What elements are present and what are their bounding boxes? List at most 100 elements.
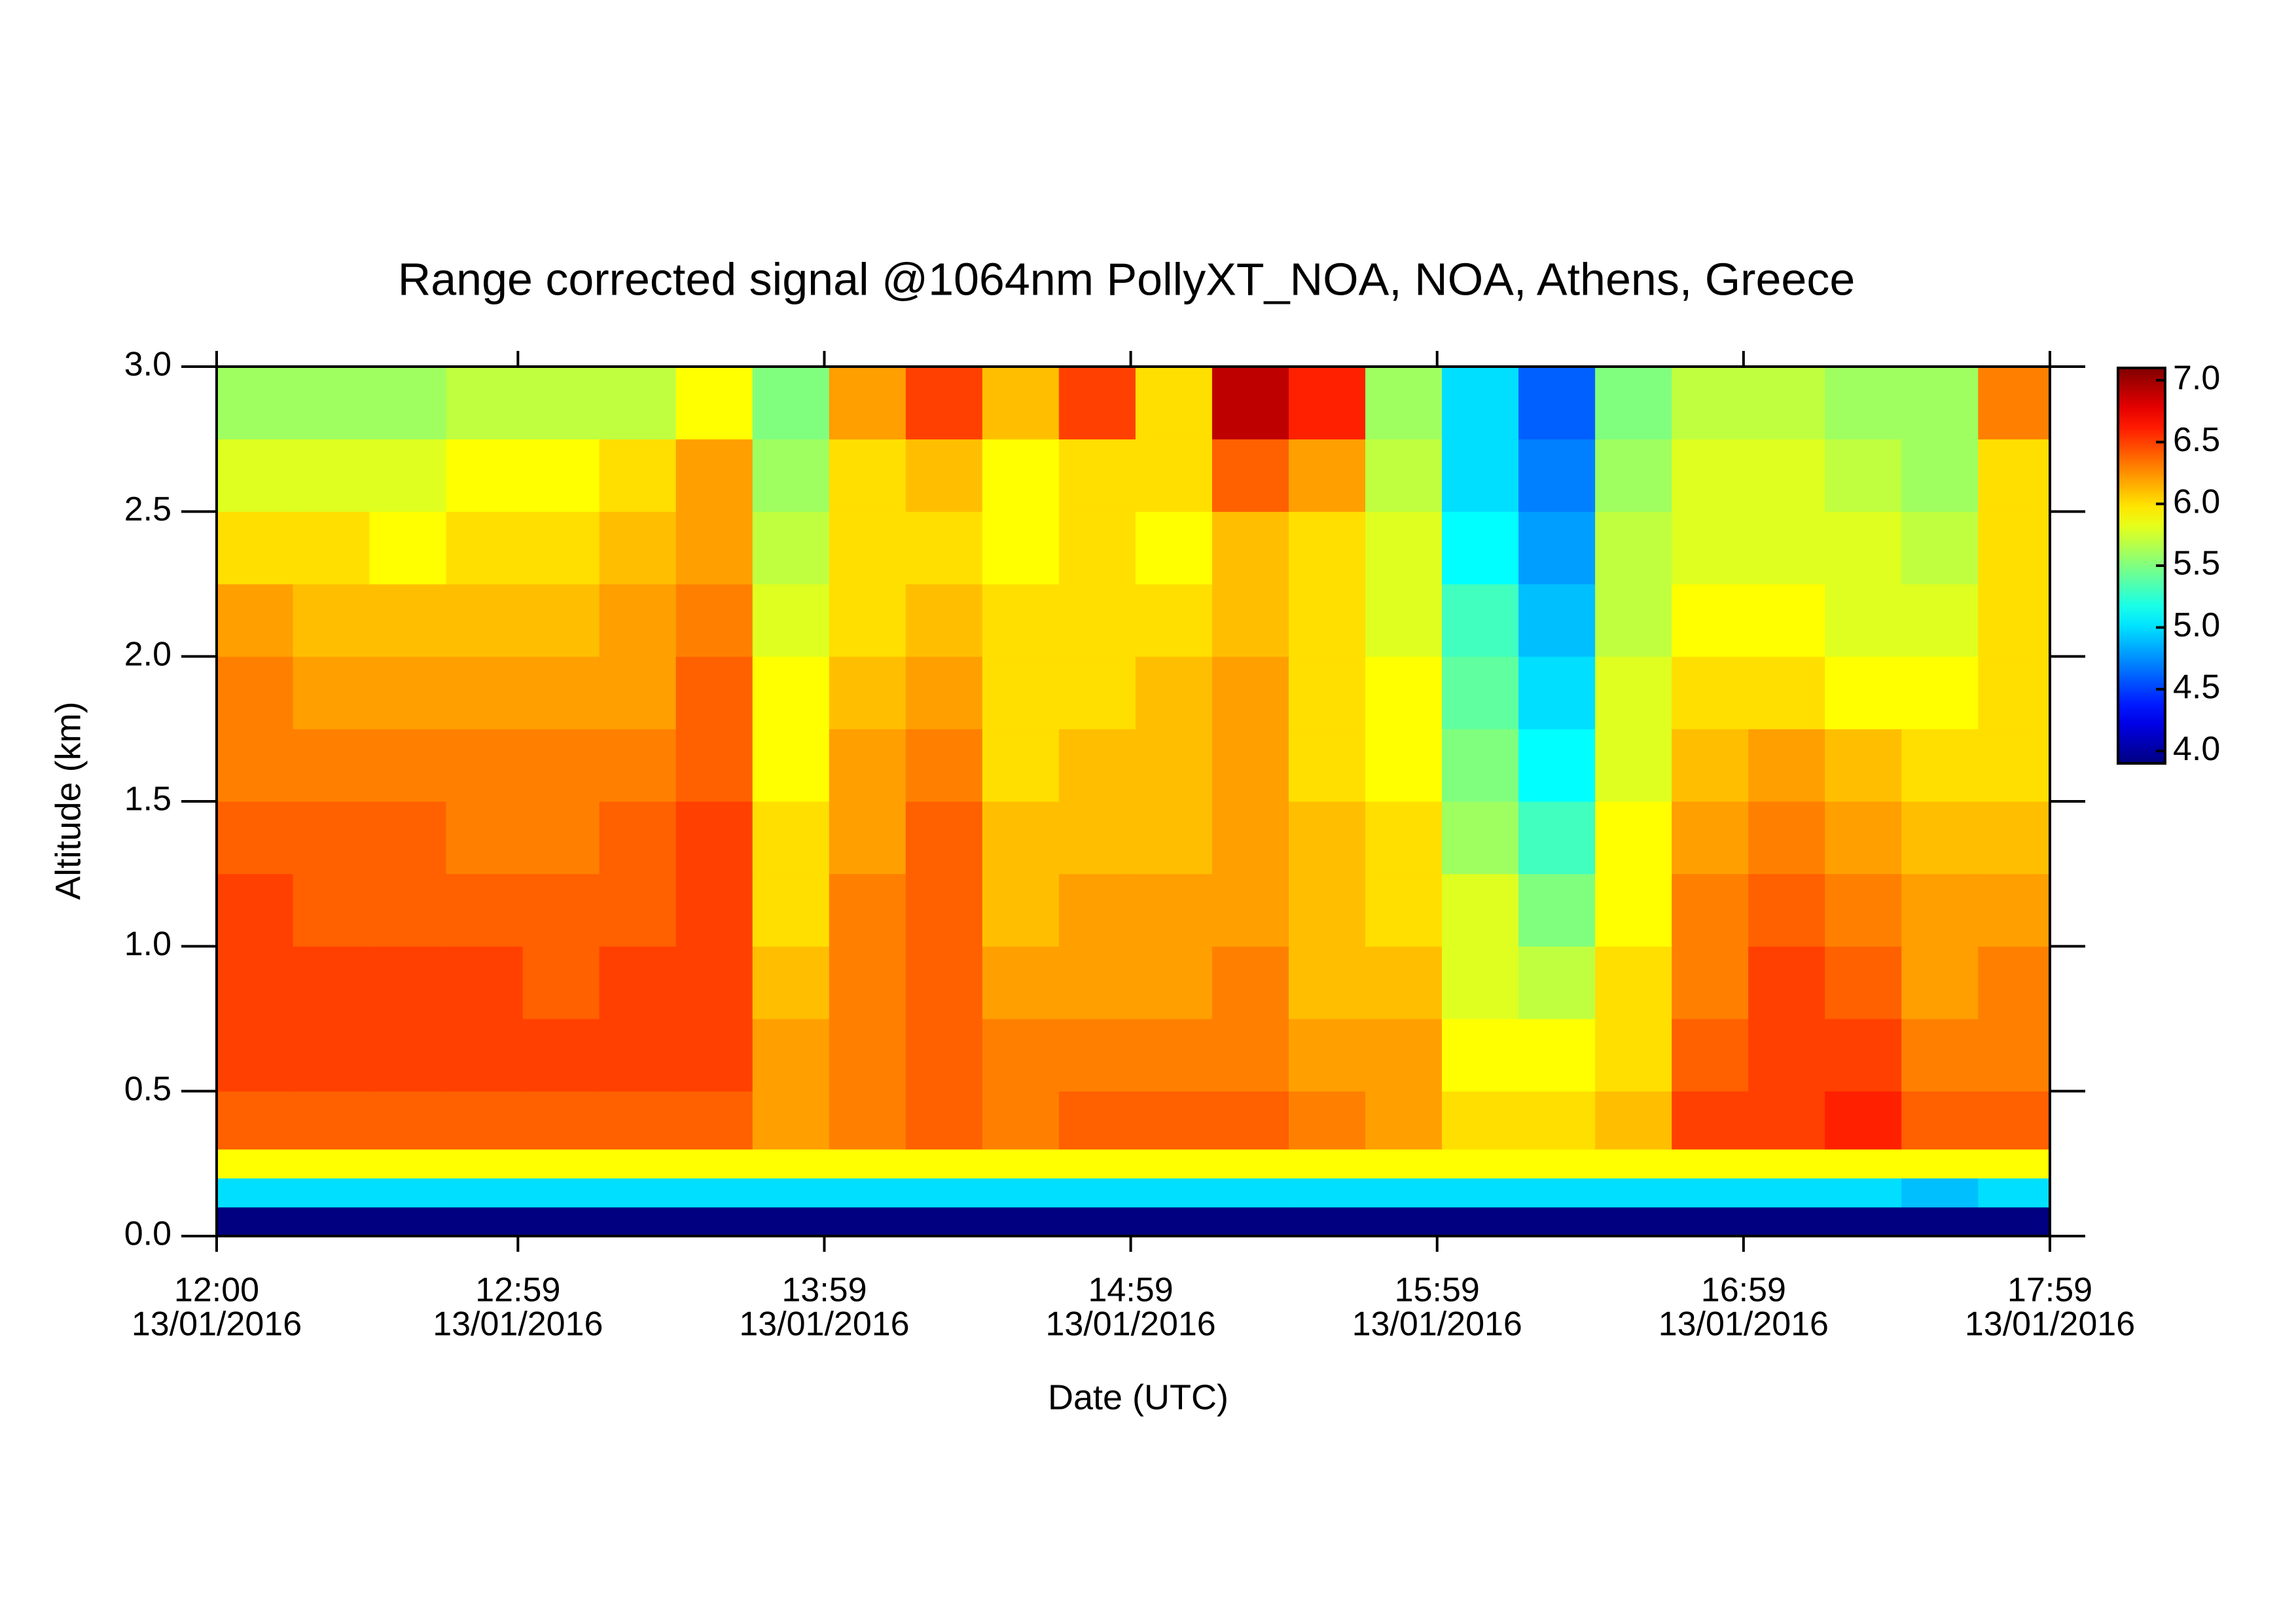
- heatmap-cell: [599, 801, 677, 875]
- heatmap-cell: [982, 801, 1060, 875]
- heatmap-cell: [982, 656, 1060, 729]
- heatmap-cell: [599, 1207, 677, 1237]
- heatmap-cell: [216, 366, 294, 440]
- heatmap-cell: [1288, 1177, 1367, 1208]
- heatmap-cell: [1825, 1018, 1903, 1092]
- heatmap-cell: [216, 656, 294, 729]
- y-tick-label: 0.0: [124, 1215, 171, 1253]
- heatmap-cell: [1748, 1018, 1826, 1092]
- heatmap-cell: [1365, 583, 1443, 657]
- heatmap-cell: [982, 366, 1060, 440]
- heatmap-cell: [1595, 583, 1673, 657]
- heatmap-cell: [1595, 439, 1673, 512]
- heatmap-cell: [1595, 728, 1673, 802]
- heatmap-cell: [1748, 656, 1826, 729]
- heatmap-cell: [905, 366, 983, 440]
- x-tick-label: 13/01/2016: [1045, 1305, 1215, 1343]
- x-tick-label: 13/01/2016: [132, 1305, 302, 1343]
- heatmap-cell: [1978, 366, 2051, 440]
- heatmap-cell: [1442, 511, 1520, 585]
- heatmap-cell: [216, 439, 294, 512]
- heatmap-cell: [1825, 1177, 1903, 1208]
- heatmap-cell: [752, 583, 830, 657]
- x-tick-label: 13/01/2016: [739, 1305, 909, 1343]
- heatmap-cell: [216, 583, 294, 657]
- heatmap-cell: [1748, 439, 1826, 512]
- heatmap-cell: [1518, 1207, 1596, 1237]
- heatmap-cell: [522, 873, 600, 947]
- heatmap-cell: [522, 366, 600, 440]
- heatmap-cell: [522, 656, 600, 729]
- heatmap-cell: [1211, 1177, 1289, 1208]
- heatmap-cell: [1595, 1177, 1673, 1208]
- heatmap-cell: [752, 1018, 830, 1092]
- heatmap-cell: [599, 1177, 677, 1208]
- heatmap-cell: [369, 1207, 447, 1237]
- heatmap-cell: [1518, 656, 1596, 729]
- heatmap-cell: [675, 1018, 753, 1092]
- heatmap-cell: [752, 801, 830, 875]
- heatmap-cell: [1978, 945, 2051, 1019]
- heatmap-cell: [752, 728, 830, 802]
- heatmap-cell: [446, 801, 524, 875]
- heatmap-cell: [1211, 728, 1289, 802]
- heatmap-cell: [1288, 439, 1367, 512]
- colorbar-tick-label: 4.5: [2173, 668, 2220, 706]
- heatmap-cell: [982, 873, 1060, 947]
- heatmap-cell: [369, 1091, 447, 1150]
- heatmap-cell: [1442, 583, 1520, 657]
- heatmap-cell: [293, 1091, 370, 1150]
- heatmap-cell: [1518, 873, 1596, 947]
- heatmap-cell: [1211, 945, 1289, 1019]
- heatmap: [216, 366, 2051, 1237]
- heatmap-cell: [1135, 439, 1213, 512]
- heatmap-cell: [675, 1177, 753, 1208]
- heatmap-cell: [1595, 1148, 1673, 1178]
- heatmap-cell: [1288, 656, 1367, 729]
- x-tick-label: 16:59: [1701, 1271, 1786, 1309]
- heatmap-cell: [675, 873, 753, 947]
- heatmap-cell: [369, 1177, 447, 1208]
- heatmap-cell: [1901, 366, 1979, 440]
- colorbar-tick-label: 4.0: [2173, 730, 2220, 768]
- colorbar-tick-label: 6.0: [2173, 483, 2220, 520]
- heatmap-cell: [1901, 801, 1979, 875]
- heatmap-cell: [1672, 1091, 1749, 1150]
- colorbar-tick-label: 7.0: [2173, 359, 2220, 397]
- heatmap-cell: [1748, 1177, 1826, 1208]
- heatmap-cell: [829, 1148, 906, 1178]
- heatmap-cell: [905, 728, 983, 802]
- heatmap-cell: [1901, 1207, 1979, 1237]
- heatmap-cell: [599, 1018, 677, 1092]
- heatmap-cell: [1058, 801, 1136, 875]
- heatmap-cell: [1978, 1207, 2051, 1237]
- heatmap-cell: [522, 1091, 600, 1150]
- heatmap-cell: [1365, 366, 1443, 440]
- heatmap-cell: [982, 1177, 1060, 1208]
- heatmap-cell: [675, 1207, 753, 1237]
- heatmap-cell: [1288, 1091, 1367, 1150]
- heatmap-cell: [1135, 1018, 1213, 1092]
- heatmap-cell: [446, 1207, 524, 1237]
- heatmap-cell: [599, 366, 677, 440]
- heatmap-cell: [216, 801, 294, 875]
- y-tick-label: 2.0: [124, 635, 171, 673]
- heatmap-cell: [1672, 801, 1749, 875]
- heatmap-cell: [1978, 1018, 2051, 1092]
- heatmap-cell: [446, 873, 524, 947]
- heatmap-cell: [1058, 439, 1136, 512]
- heatmap-cell: [675, 656, 753, 729]
- heatmap-cell: [1211, 1207, 1289, 1237]
- heatmap-cell: [1518, 366, 1596, 440]
- heatmap-cell: [1978, 1177, 2051, 1208]
- heatmap-cell: [446, 1177, 524, 1208]
- heatmap-cell: [1211, 656, 1289, 729]
- heatmap-cell: [1211, 1018, 1289, 1092]
- x-tick-label: 12:00: [174, 1271, 259, 1309]
- heatmap-cell: [599, 1148, 677, 1178]
- heatmap-cell: [293, 873, 370, 947]
- heatmap-cell: [1672, 945, 1749, 1019]
- heatmap-cell: [1058, 1177, 1136, 1208]
- heatmap-cell: [1901, 656, 1979, 729]
